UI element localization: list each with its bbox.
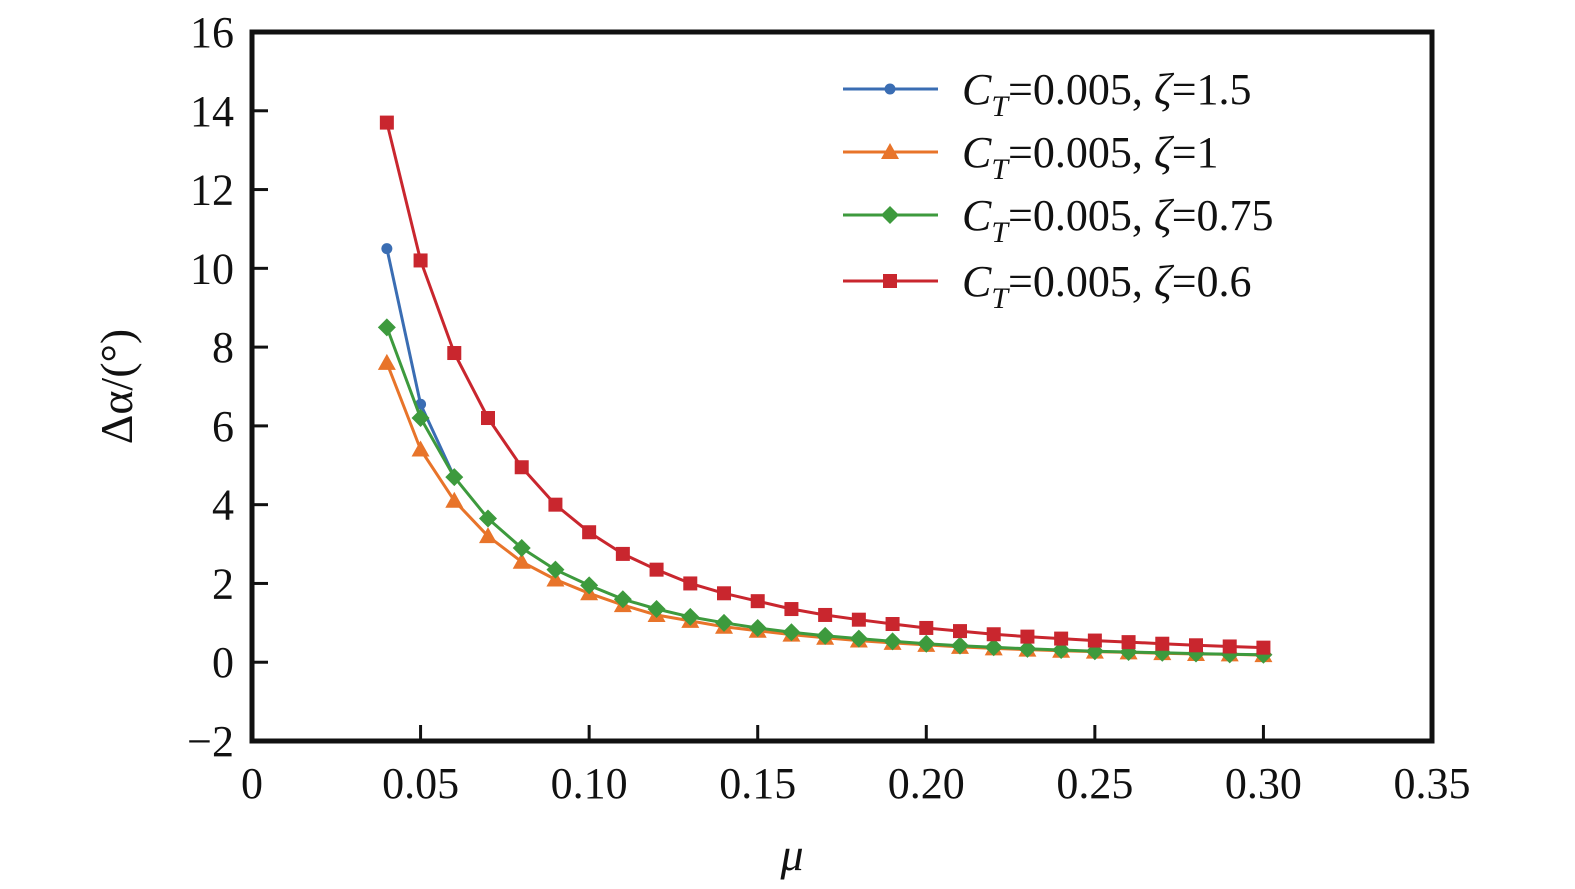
x-tick-label: 0.35 — [1394, 759, 1471, 808]
data-series — [377, 115, 1273, 664]
y-tick-label: 0 — [212, 638, 234, 687]
data-point — [649, 562, 664, 577]
data-point — [413, 253, 428, 268]
legend-marker — [884, 83, 896, 95]
data-point — [1189, 638, 1203, 653]
y-tick-label: 2 — [212, 559, 234, 608]
legend-item: CT=0.005, ζ=0.6 — [843, 257, 1252, 315]
y-tick-label: 8 — [212, 323, 234, 372]
data-point — [885, 617, 900, 632]
legend-item: CT=0.005, ζ=1.5 — [843, 65, 1252, 123]
data-point — [1121, 635, 1136, 650]
data-point — [849, 629, 868, 648]
x-tick-label: 0.10 — [551, 759, 628, 808]
legend-marker — [881, 143, 899, 159]
series-line — [385, 326, 1264, 657]
y-tick-label: 14 — [190, 87, 234, 136]
data-point — [986, 627, 1001, 642]
data-point — [1222, 639, 1237, 654]
x-tick-label: 0 — [241, 759, 263, 808]
x-tick-label: 0.25 — [1056, 759, 1133, 808]
data-point — [613, 590, 632, 609]
data-point — [784, 602, 799, 617]
data-point — [818, 607, 833, 622]
data-point — [481, 411, 495, 426]
data-point — [1020, 629, 1035, 644]
data-point — [615, 546, 630, 561]
data-point — [717, 586, 731, 601]
x-tick-label: 0.30 — [1225, 759, 1302, 808]
plot-frame — [249, 29, 1435, 744]
x-tick-label: 0.20 — [888, 759, 965, 808]
data-point — [1155, 636, 1170, 651]
data-point — [1018, 639, 1037, 658]
data-point — [479, 509, 497, 528]
data-point — [951, 636, 969, 655]
data-point — [377, 353, 396, 370]
data-point — [750, 594, 765, 609]
series-square — [379, 115, 1271, 655]
data-point — [512, 552, 531, 569]
legend-label: CT=0.005, ζ=0.75 — [962, 191, 1274, 249]
data-point — [883, 632, 902, 651]
legend-marker — [883, 274, 897, 288]
legend-label: CT=0.005, ζ=0.6 — [962, 257, 1252, 315]
y-tick-label: 6 — [212, 402, 234, 451]
data-point — [1256, 640, 1271, 655]
data-point — [512, 538, 531, 557]
data-point — [447, 346, 462, 361]
data-point — [851, 612, 866, 627]
data-point — [445, 468, 464, 487]
data-point — [379, 115, 394, 130]
data-point — [479, 527, 497, 544]
y-tick-label: 4 — [212, 481, 234, 530]
y-tick-label: −2 — [187, 717, 234, 766]
y-tick-label: 16 — [190, 8, 234, 57]
legend: CT=0.005, ζ=1.5CT=0.005, ζ=1CT=0.005, ζ=… — [843, 65, 1274, 315]
x-axis-ticks: 0 0.05 0.10 0.15 0.20 0.25 0.30 0.35 — [241, 725, 1471, 808]
data-point — [546, 560, 565, 579]
data-point — [917, 634, 936, 653]
data-point — [748, 618, 767, 637]
data-point — [514, 460, 529, 475]
data-point — [1087, 633, 1102, 648]
data-point — [580, 576, 599, 595]
data-point — [953, 624, 967, 639]
data-point — [381, 243, 393, 255]
y-axis-ticks: −2 0 2 4 6 8 10 12 14 16 — [187, 8, 268, 766]
legend-item: CT=0.005, ζ=1 — [843, 128, 1219, 186]
legend-item: CT=0.005, ζ=0.75 — [843, 191, 1274, 249]
legend-marker — [881, 206, 899, 224]
data-point — [582, 525, 597, 540]
data-point — [548, 497, 563, 512]
y-axis-label: Δα/(°) — [91, 329, 142, 445]
data-point — [411, 409, 430, 428]
x-axis-label: μ — [779, 829, 803, 880]
data-point — [647, 600, 666, 619]
data-point — [984, 638, 1003, 657]
data-point — [1054, 631, 1069, 646]
data-point — [445, 491, 464, 508]
data-point — [715, 613, 733, 632]
data-point — [681, 607, 700, 626]
data-point — [377, 318, 396, 337]
data-point — [919, 620, 934, 635]
x-tick-label: 0.05 — [382, 759, 459, 808]
data-point — [683, 576, 698, 591]
data-point — [782, 623, 801, 642]
legend-label: CT=0.005, ζ=1.5 — [962, 65, 1252, 123]
data-point — [411, 440, 430, 457]
y-tick-label: 10 — [190, 244, 234, 293]
y-tick-label: 12 — [190, 166, 234, 215]
data-point — [816, 626, 835, 645]
x-tick-label: 0.15 — [719, 759, 796, 808]
legend-label: CT=0.005, ζ=1 — [962, 128, 1219, 186]
